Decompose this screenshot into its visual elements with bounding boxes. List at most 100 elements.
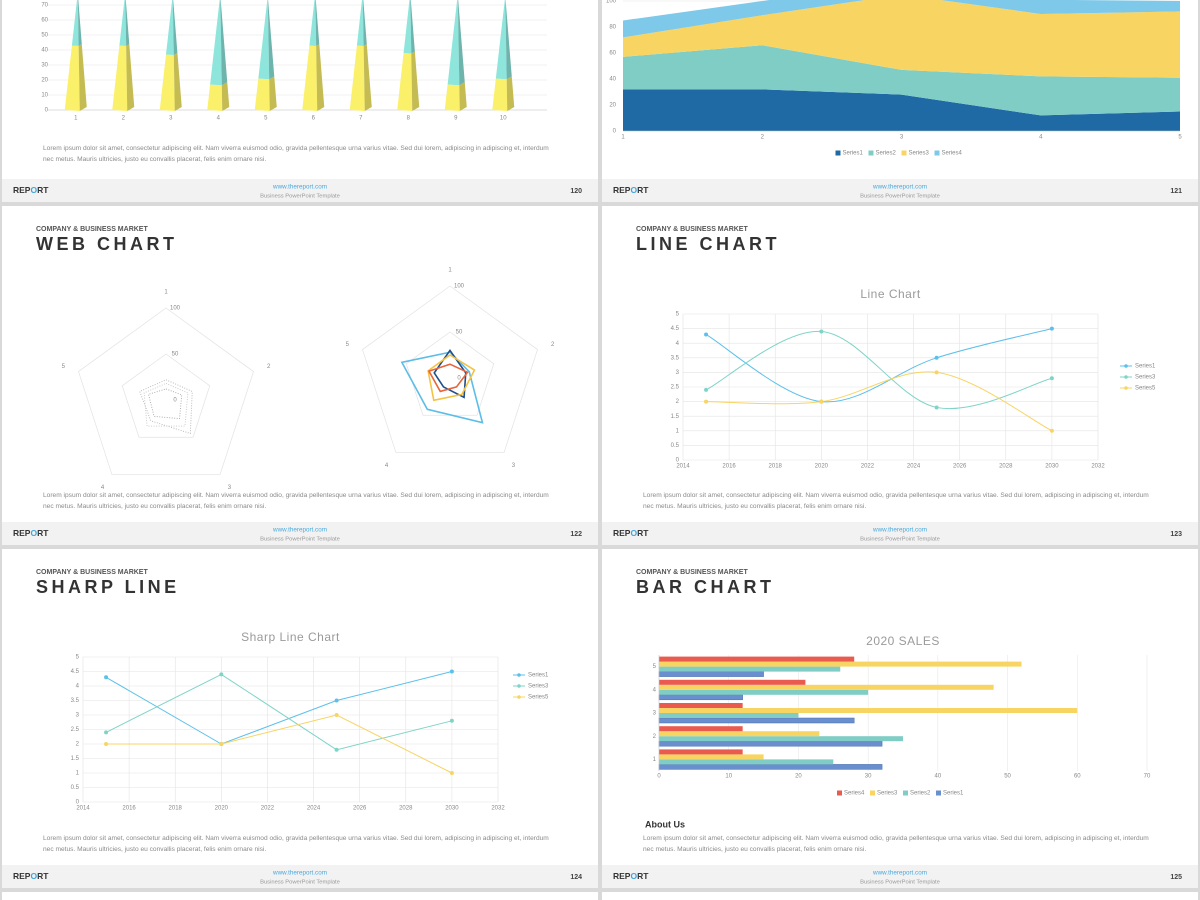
body-text: nec metus. Mauris ultricies, justo eu co…	[43, 503, 266, 510]
x-tick-label: 2018	[169, 806, 183, 812]
brand-part: RT	[637, 871, 649, 881]
footer-url: www.thereport.com	[872, 527, 927, 534]
x-tick-label: 20	[795, 774, 802, 780]
x-tick-label: 1	[74, 116, 78, 122]
radar-series	[400, 351, 484, 424]
chart: 02040608010012012345Series1Series2Series…	[606, 0, 1182, 157]
legend-label: Series4	[942, 151, 963, 157]
footer-brand: REPORT	[613, 528, 649, 538]
legend-label: Series1	[943, 791, 964, 797]
chart: 0 50 100 1 2 3 4 5	[62, 290, 271, 491]
footer-brand: REPORT	[13, 871, 49, 881]
body-text: Lorem ipsum dolor sit amet, consectetur …	[43, 492, 549, 499]
pyramid-segment	[159, 52, 182, 111]
line-marker	[704, 332, 709, 337]
line-series	[105, 671, 453, 745]
line-marker	[704, 399, 709, 404]
slide-partial	[2, 892, 598, 900]
y-tick-label: 1	[76, 771, 80, 777]
bar	[659, 656, 855, 662]
footer-brand: REPORT	[13, 185, 49, 195]
x-tick-label: 2026	[953, 464, 967, 470]
x-tick-label: 2030	[445, 806, 459, 812]
pyramid-segment	[64, 44, 87, 111]
brand-part: O	[630, 528, 637, 538]
slide-partial	[602, 892, 1198, 900]
radar-axis-label: 1	[164, 290, 168, 296]
y-tick-label: 0	[45, 108, 49, 114]
pyramid-segment	[254, 76, 277, 111]
footer-band	[602, 179, 1198, 202]
pyramid-segment	[444, 82, 467, 111]
line-marker	[1049, 326, 1054, 331]
x-tick-label: 2	[122, 116, 126, 122]
pyramid-front	[165, 0, 174, 56]
area	[623, 89, 1180, 131]
y-tick-label: 1.5	[671, 414, 680, 420]
x-tick-label: 8	[407, 116, 411, 122]
brand-part: RT	[637, 185, 649, 195]
pyramid-segment	[356, 0, 367, 46]
slide-background	[2, 206, 598, 545]
y-tick-label: 40	[609, 77, 616, 83]
x-tick-label: 2024	[907, 464, 921, 470]
y-tick-label: 5	[76, 655, 80, 661]
radar-axis-label: 2	[551, 342, 555, 348]
x-tick-label: 2014	[676, 464, 690, 470]
y-tick-label: 20	[41, 78, 48, 84]
slide: Lorem ipsum dolor sit amet, consectetur …	[2, 0, 598, 202]
slide-background	[602, 206, 1198, 545]
brand-part: REP	[613, 528, 631, 538]
y-tick-label: 1.5	[71, 756, 80, 762]
y-tick-label: 3.5	[671, 355, 680, 361]
pyramid-side	[125, 0, 130, 46]
y-tick-label: 60	[609, 51, 616, 57]
pyramid-segment	[403, 0, 415, 54]
x-tick-label: 5	[264, 116, 268, 122]
chart: Sharp Line Chart 0 0.5 1 1.5 2 2.5 3 3.5 4 4.5 5 201…	[71, 630, 549, 811]
body-text: nec metus. Mauris ultricies, justo eu co…	[643, 846, 866, 853]
y-tick-label: 4.5	[671, 326, 680, 332]
pyramid-segment	[495, 0, 512, 80]
legend-label: Series1	[1135, 364, 1156, 370]
body-text: nec metus. Mauris ultricies, justo eu co…	[643, 503, 866, 510]
y-tick-label: 3	[676, 370, 680, 376]
x-tick-label: 2016	[722, 464, 736, 470]
y-tick-label: 0	[613, 129, 617, 135]
pyramid-front	[258, 0, 270, 80]
pyramid-side	[269, 76, 277, 111]
y-tick-label: 0	[76, 800, 80, 806]
footer-band	[2, 865, 598, 888]
radar-grid	[121, 353, 211, 438]
bar	[658, 740, 883, 747]
pyramid-segment	[492, 76, 515, 111]
y-tick-label: 3	[653, 711, 657, 717]
body-text: Lorem ipsum dolor sit amet, consectetur …	[43, 835, 549, 842]
pyramid-front	[112, 45, 128, 111]
line-marker	[104, 742, 109, 746]
x-tick-label: 7	[359, 116, 363, 122]
bar	[658, 764, 883, 770]
x-tick-label: 4	[1039, 135, 1043, 141]
pyramid-side	[411, 51, 420, 111]
area	[623, 0, 1180, 38]
y-tick-label: 100	[606, 0, 617, 5]
pyramid-front	[71, 0, 79, 46]
legend-label: Series2	[876, 151, 897, 157]
footer-brand: REPORT	[613, 185, 649, 195]
pyramid-side	[221, 82, 230, 111]
y-tick-label: 4	[653, 687, 657, 693]
pyramid-side	[457, 0, 465, 86]
pyramid-front	[495, 0, 507, 80]
line-marker	[334, 747, 339, 752]
bar	[659, 749, 743, 755]
radar-grid	[362, 285, 538, 453]
x-tick-label: 10	[725, 774, 732, 780]
area	[623, 0, 1180, 78]
bar	[659, 666, 841, 672]
section-heading: About Us	[645, 819, 685, 829]
line-marker	[449, 771, 454, 775]
pyramid-segment	[309, 0, 320, 46]
